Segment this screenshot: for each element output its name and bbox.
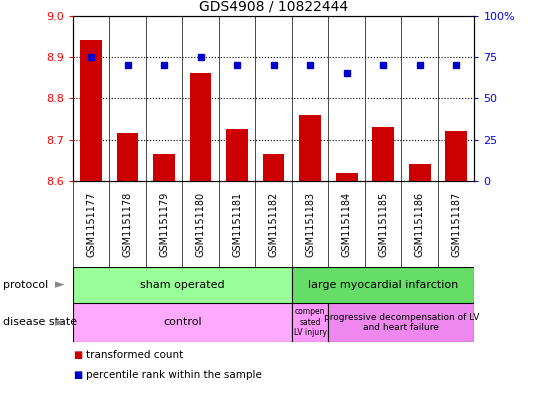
Bar [336, 173, 357, 181]
Text: disease state: disease state [3, 317, 77, 327]
Text: GSM1151177: GSM1151177 [86, 191, 96, 257]
Text: GSM1151179: GSM1151179 [159, 191, 169, 257]
Text: transformed count: transformed count [86, 350, 183, 360]
Text: GSM1151187: GSM1151187 [451, 191, 461, 257]
Bar [328, 303, 474, 342]
Bar [73, 303, 292, 342]
Text: protocol: protocol [3, 280, 48, 290]
Text: GSM1151182: GSM1151182 [268, 191, 279, 257]
Bar [73, 267, 292, 303]
Text: ■: ■ [73, 350, 82, 360]
Bar [116, 133, 139, 181]
Bar [372, 127, 394, 181]
Text: GSM1151184: GSM1151184 [342, 191, 351, 257]
Text: compen
sated
LV injury: compen sated LV injury [294, 307, 327, 337]
Bar [153, 154, 175, 181]
Text: GSM1151181: GSM1151181 [232, 191, 242, 257]
Text: ►: ► [54, 316, 64, 329]
Text: sham operated: sham operated [140, 280, 225, 290]
Text: ■: ■ [73, 370, 82, 380]
Text: GSM1151178: GSM1151178 [122, 191, 133, 257]
Text: GSM1151180: GSM1151180 [196, 191, 205, 257]
Text: large myocardial infarction: large myocardial infarction [308, 280, 458, 290]
Text: GSM1151185: GSM1151185 [378, 191, 388, 257]
Bar [409, 164, 431, 181]
Bar [190, 73, 211, 181]
Bar [226, 129, 248, 181]
Bar [262, 154, 285, 181]
Bar [299, 115, 321, 181]
Text: control: control [163, 317, 202, 327]
Title: GDS4908 / 10822444: GDS4908 / 10822444 [199, 0, 348, 13]
Bar [292, 303, 328, 342]
Text: ►: ► [54, 278, 64, 292]
Text: percentile rank within the sample: percentile rank within the sample [86, 370, 262, 380]
Bar [292, 267, 474, 303]
Bar [80, 40, 102, 181]
Text: GSM1151183: GSM1151183 [305, 191, 315, 257]
Text: progressive decompensation of LV
and heart failure: progressive decompensation of LV and hea… [323, 312, 479, 332]
Text: GSM1151186: GSM1151186 [414, 191, 425, 257]
Bar [445, 131, 467, 181]
